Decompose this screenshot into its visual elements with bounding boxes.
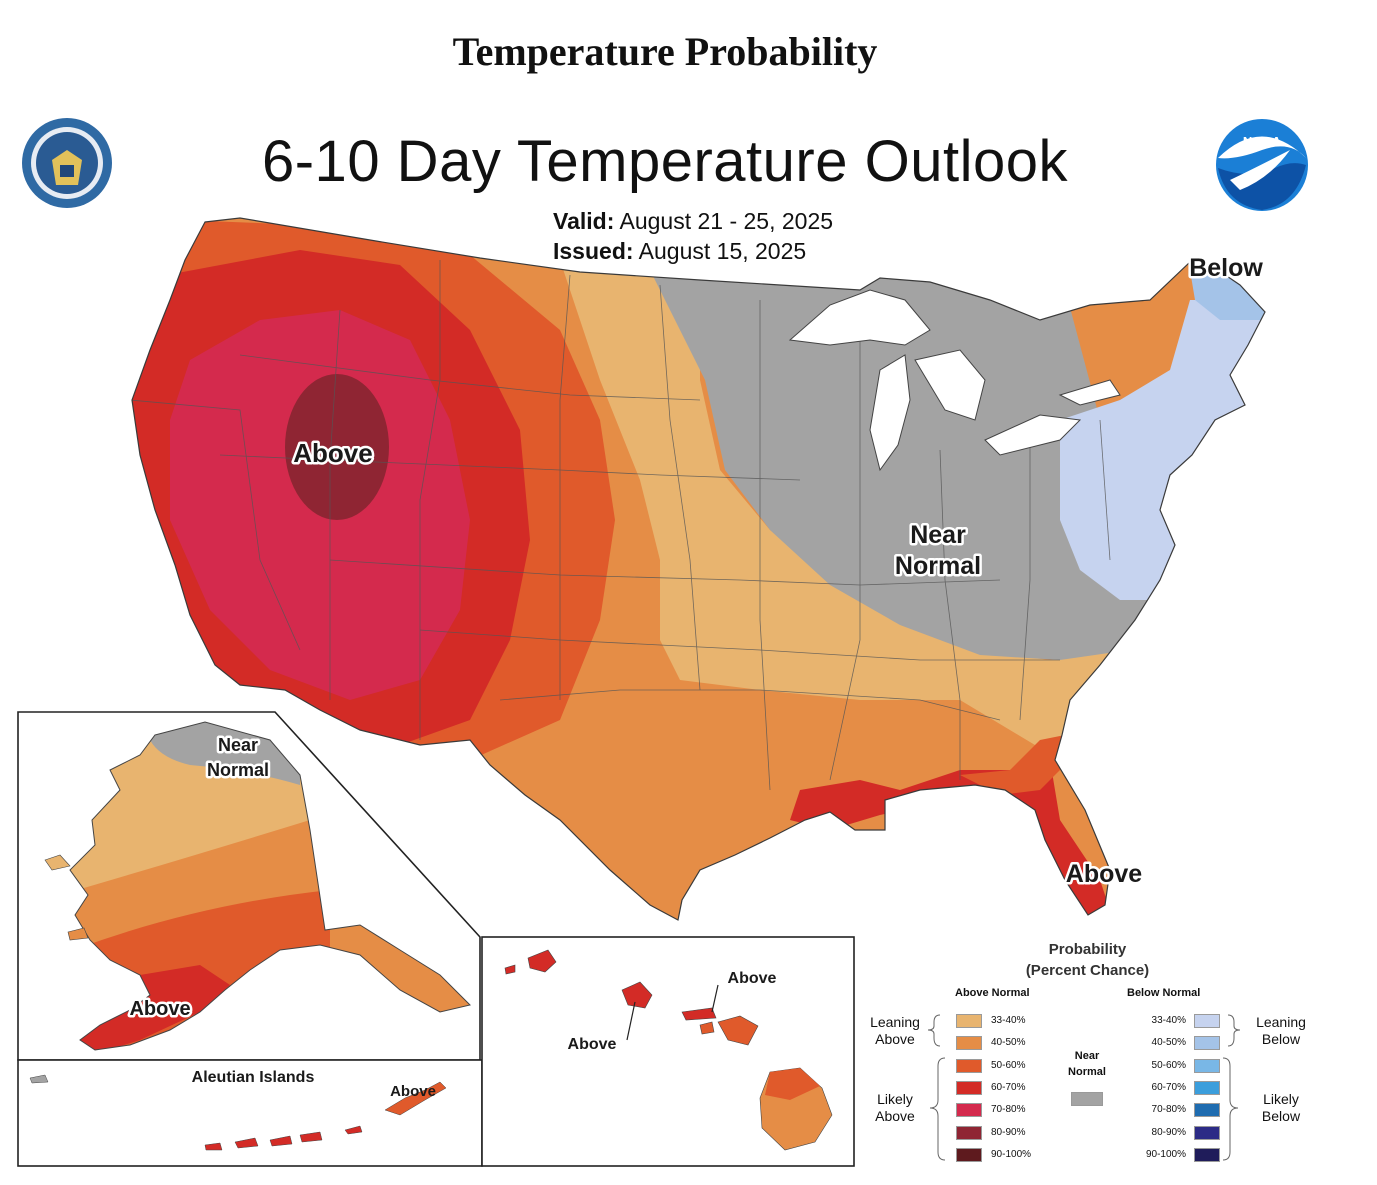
aleutian-islands bbox=[29, 1074, 447, 1151]
above_bins-label: 90-100% bbox=[991, 1148, 1032, 1160]
issued-line: Issued: August 15, 2025 bbox=[553, 238, 806, 265]
above_bins-swatch bbox=[956, 1103, 982, 1118]
above_bins-label: 60-70% bbox=[991, 1081, 1026, 1093]
commerce-seal-icon bbox=[22, 118, 112, 208]
below_bins-swatch bbox=[1194, 1147, 1220, 1162]
conus-outline bbox=[131, 217, 1266, 921]
legend-leaning-above-2: Above bbox=[875, 1031, 915, 1047]
above_bins-swatch bbox=[956, 1080, 982, 1095]
legend-title-1: Probability bbox=[1048, 941, 1127, 958]
label-florida-above: Above bbox=[1066, 860, 1143, 888]
ak-label-above: Above bbox=[129, 998, 190, 1020]
legend-leaning-below-2: Below bbox=[1261, 1031, 1301, 1047]
legend-near-2: Normal bbox=[1068, 1066, 1106, 1078]
above_bins-swatch bbox=[956, 1036, 982, 1051]
ak-label-near-1: Near bbox=[218, 735, 258, 755]
zone-near-normal bbox=[650, 270, 1200, 660]
legend-likely-below: Likely Below bbox=[1248, 1091, 1314, 1125]
legend-leaning-above: Leaning Above bbox=[862, 1014, 928, 1048]
page-title: Temperature Probability bbox=[452, 29, 878, 74]
aleutian-title: Aleutian Islands bbox=[192, 1069, 315, 1086]
noaa-logo-icon: NOAA bbox=[1216, 119, 1308, 211]
above_bins-swatch bbox=[956, 1014, 982, 1028]
below_bins-label: 40-50% bbox=[1151, 1037, 1186, 1049]
island-oahu bbox=[621, 981, 653, 1009]
zone-below-33-40 bbox=[1060, 300, 1265, 600]
valid-label: Valid: bbox=[553, 208, 615, 234]
legend-near-1: Near bbox=[1074, 1050, 1100, 1062]
legend-likely-above-2: Above bbox=[875, 1108, 915, 1124]
zone-33-40 bbox=[560, 260, 1200, 840]
legend-leaning-above-1: Leaning bbox=[870, 1014, 920, 1030]
below_bins-label: 90-100% bbox=[1145, 1148, 1186, 1160]
above_bins-swatch bbox=[956, 1058, 982, 1073]
legend-likely-below-2: Below bbox=[1261, 1108, 1301, 1124]
island-kauai bbox=[527, 949, 557, 973]
below_bins-label: 60-70% bbox=[1151, 1081, 1186, 1093]
zone-gulf-60-70 bbox=[790, 760, 1120, 920]
above_bins-label: 33-40% bbox=[991, 1015, 1026, 1026]
hawaii-inset: Above Above bbox=[481, 936, 855, 1167]
valid-dates: August 21 - 25, 2025 bbox=[619, 208, 834, 234]
legend-near-swatch bbox=[1071, 1092, 1103, 1106]
above_bins-swatch bbox=[956, 1147, 982, 1162]
label-west-above: Above bbox=[293, 438, 372, 468]
above_bins-label: 70-80% bbox=[991, 1104, 1026, 1116]
ak-label-near-2: Normal bbox=[207, 760, 269, 780]
conus-map: Above Near Normal Below Above bbox=[131, 217, 1266, 921]
valid-line: Valid: August 21 - 25, 2025 bbox=[553, 208, 833, 235]
below_bins-label: 70-80% bbox=[1151, 1104, 1186, 1116]
legend-likely-above-1: Likely bbox=[877, 1091, 913, 1107]
above_bins-label: 50-60% bbox=[991, 1059, 1026, 1071]
below_bins-label: 33-40% bbox=[1151, 1015, 1186, 1026]
zone-southeast-50-60 bbox=[960, 735, 1070, 795]
legend-title-2: (Percent Chance) bbox=[1025, 962, 1150, 979]
label-northeast-below: Below bbox=[1189, 254, 1263, 282]
below_bins-swatch bbox=[1194, 1080, 1220, 1095]
zone-80-90 bbox=[285, 374, 389, 520]
below_bins-swatch bbox=[1194, 1014, 1220, 1028]
noaa-logo-text: NOAA bbox=[1243, 134, 1282, 149]
issued-label: Issued: bbox=[553, 238, 634, 264]
hi-label-above-left: Above bbox=[568, 1036, 617, 1053]
below_bins-label: 50-60% bbox=[1151, 1059, 1186, 1071]
island-molokai bbox=[681, 1007, 717, 1021]
below_bins-swatch bbox=[1194, 1103, 1220, 1118]
issued-date: August 15, 2025 bbox=[638, 238, 807, 264]
legend-likely-above: Likely Above bbox=[862, 1091, 928, 1125]
map-title: 6-10 Day Temperature Outlook bbox=[261, 129, 1068, 194]
great-lakes bbox=[788, 289, 1121, 472]
legend-below-header: Below Normal bbox=[1127, 987, 1201, 999]
label-near-normal-2: Normal bbox=[895, 552, 981, 580]
above_bins-label: 40-50% bbox=[991, 1037, 1026, 1049]
below_bins-swatch bbox=[1194, 1058, 1220, 1073]
below_bins-label: 80-90% bbox=[1151, 1126, 1186, 1138]
below_bins-swatch bbox=[1194, 1125, 1220, 1140]
above_bins-swatch bbox=[956, 1125, 982, 1140]
hi-label-above-right: Above bbox=[728, 970, 777, 987]
state-borders bbox=[132, 260, 1111, 791]
aleutian-label-above: Above bbox=[390, 1083, 436, 1100]
aleutian-inset bbox=[17, 1059, 483, 1167]
legend-likely-below-1: Likely bbox=[1263, 1091, 1299, 1107]
island-maui bbox=[717, 1015, 759, 1046]
label-near-normal-1: Near bbox=[910, 521, 966, 549]
above_bins-label: 80-90% bbox=[991, 1126, 1026, 1138]
below_bins-swatch bbox=[1194, 1036, 1220, 1051]
legend-leaning-below: Leaning Below bbox=[1248, 1014, 1314, 1048]
alaska-inset: Near Normal Above Aleutian Islands Above bbox=[17, 711, 483, 1167]
legend-above-header: Above Normal bbox=[955, 987, 1030, 999]
legend-braces bbox=[927, 1014, 1241, 1161]
legend-near-normal: Near Normal bbox=[1062, 1048, 1112, 1080]
legend-leaning-below-1: Leaning bbox=[1256, 1014, 1306, 1030]
